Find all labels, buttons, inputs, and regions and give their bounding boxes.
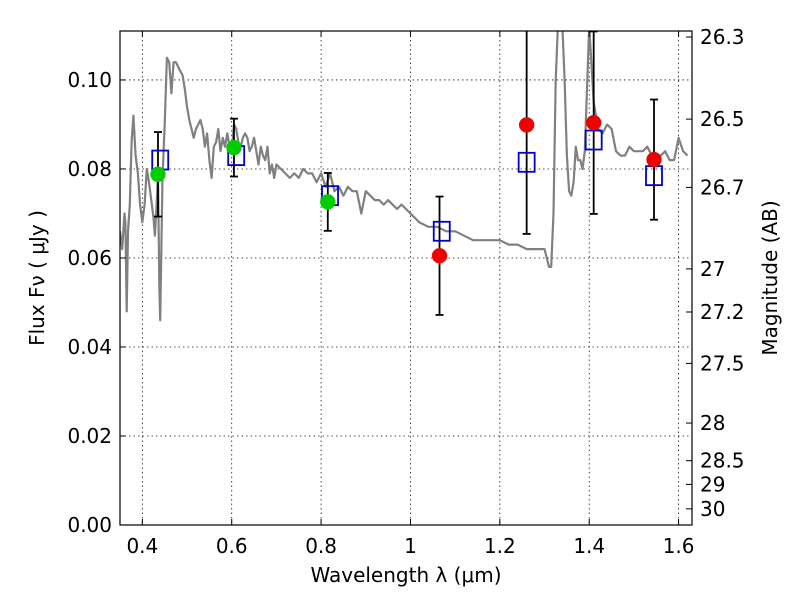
y-tick-label: 0.04 — [67, 335, 112, 359]
x-tick-label: 1.4 — [573, 534, 605, 558]
magnitude-tick-label: 27 — [700, 257, 725, 281]
y-tick-label: 0.06 — [67, 246, 112, 270]
magnitude-tick-label: 26.3 — [700, 25, 745, 49]
y-tick-label: 0.02 — [67, 424, 112, 448]
observed-flux-point — [518, 117, 535, 133]
y2-axis-title: Magnitude (AB) — [758, 200, 782, 355]
x-tick-label: 1 — [404, 534, 417, 558]
plot-frame — [119, 30, 693, 526]
observed-flux-point — [431, 247, 448, 264]
x-tick-label: 1.6 — [663, 534, 695, 558]
model-flux-square — [151, 149, 170, 171]
magnitude-tick-label: 26.7 — [700, 175, 745, 199]
magnitude-tick-label: 27.2 — [700, 300, 745, 324]
y-axis-title: Flux Fν ( μJy ) — [25, 210, 49, 346]
data-points — [150, 114, 663, 264]
axis-ticks — [120, 31, 692, 526]
magnitude-tick-label: 30 — [700, 497, 725, 521]
y-tick-label: 0.00 — [67, 513, 112, 537]
magnitude-tick-label: 26.5 — [700, 107, 745, 131]
x-axis-title: Wavelength λ (μm) — [310, 563, 501, 587]
magnitude-tick-label: 28 — [700, 411, 725, 435]
x-tick-label: 1.2 — [484, 534, 516, 558]
x-tick-label: 0.6 — [216, 534, 248, 558]
model-spectrum-line — [120, 31, 689, 322]
model-flux-square — [517, 151, 536, 173]
tick-labels: 0.4 0.6 0.8 1 1.2 1.4 1.6 0.00 0.02 0.04 0.06 0.08 0… — [67, 25, 744, 558]
magnitude-tick-label: 28.5 — [700, 449, 745, 473]
error-bars — [153, 30, 659, 316]
observed-flux-point — [585, 114, 602, 131]
magnitude-tick-label: 27.5 — [700, 351, 745, 375]
y-tick-label: 0.08 — [67, 157, 112, 181]
model-flux-square — [432, 220, 451, 242]
observed-flux-point — [320, 194, 336, 210]
x-tick-label: 0.8 — [305, 534, 337, 558]
grid-lines — [120, 31, 692, 526]
observed-flux-point — [150, 166, 166, 183]
x-tick-label: 0.4 — [126, 534, 158, 558]
model-spectrum — [120, 31, 689, 322]
observed-flux-point — [226, 139, 242, 156]
model-flux-square — [584, 129, 603, 151]
y-tick-label: 0.10 — [67, 68, 112, 92]
observed-flux-point — [646, 151, 662, 168]
magnitude-tick-label: 29 — [700, 472, 725, 496]
